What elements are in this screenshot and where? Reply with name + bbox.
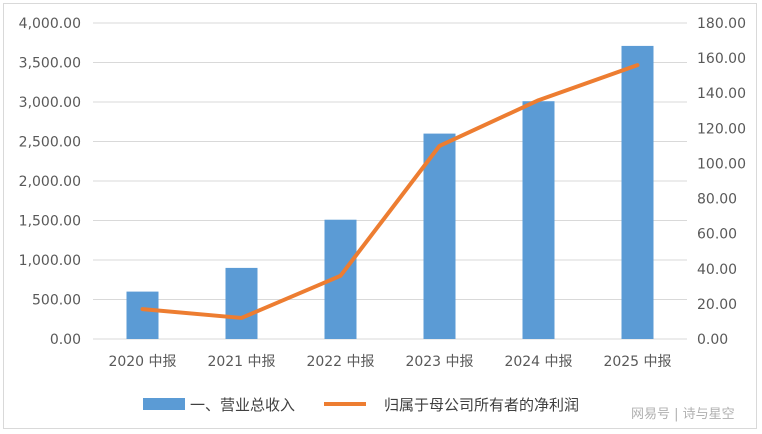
right-axis-tick-label: 180.00 (697, 16, 746, 32)
left-axis-tick-label: 1,500.00 (19, 214, 81, 230)
left-axis-tick-label: 500.00 (32, 293, 81, 309)
watermark: 网易号 | 诗与星空 (631, 407, 735, 422)
x-axis-tick-label: 2021 中报 (207, 354, 275, 370)
right-axis-tick-label: 120.00 (697, 121, 746, 137)
x-axis-tick-label: 2023 中报 (405, 354, 473, 370)
left-axis-tick-label: 0.00 (50, 332, 81, 348)
x-axis-tick-label: 2022 中报 (306, 354, 374, 370)
left-axis-tick-label: 2,000.00 (19, 174, 81, 190)
right-axis-labels: 0.00 20.00 40.00 60.00 80.00 100.00 120.00 140.… (697, 16, 746, 348)
x-axis-tick-label: 2020 中报 (108, 354, 176, 370)
left-axis-tick-label: 2,500.00 (19, 135, 81, 151)
revenue-bar (522, 101, 555, 340)
right-axis-tick-label: 60.00 (697, 227, 737, 243)
x-axis-tick-label: 2024 中报 (504, 354, 572, 370)
line-series (140, 63, 640, 320)
right-axis-tick-label: 0.00 (697, 332, 728, 348)
right-axis-tick-label: 80.00 (697, 192, 737, 208)
right-axis-tick-label: 20.00 (697, 297, 737, 313)
right-axis-tick-label: 160.00 (697, 51, 746, 67)
legend-label-bar: 一、营业总收入 (190, 396, 295, 414)
legend-swatch-bar (143, 398, 185, 410)
bar-series (126, 45, 654, 340)
revenue-bar (225, 267, 258, 339)
net-profit-line (140, 63, 640, 320)
legend: 一、营业总收入 归属于母公司所有者的净利润 (143, 396, 579, 414)
revenue-bar (126, 291, 159, 339)
revenue-bar (621, 45, 654, 339)
x-axis-labels: 2020 中报 2021 中报 2022 中报 2023 中报 2024 中报 2025 … (108, 354, 671, 370)
revenue-bar (423, 133, 456, 339)
legend-label-line: 归属于母公司所有者的净利润 (384, 396, 579, 414)
right-axis-tick-label: 40.00 (697, 262, 737, 278)
left-axis-tick-label: 3,500.00 (19, 56, 81, 72)
right-axis-tick-label: 140.00 (697, 86, 746, 102)
left-axis-labels: 0.00 500.00 1,000.00 1,500.00 2,000.00 2,500.… (19, 16, 81, 348)
right-axis-tick-label: 100.00 (697, 156, 746, 172)
gridlines (93, 22, 687, 340)
left-axis-tick-label: 3,000.00 (19, 95, 81, 111)
left-axis-tick-label: 1,000.00 (19, 253, 81, 269)
x-axis-tick-label: 2025 中报 (603, 354, 671, 370)
left-axis-tick-label: 4,000.00 (19, 16, 81, 32)
